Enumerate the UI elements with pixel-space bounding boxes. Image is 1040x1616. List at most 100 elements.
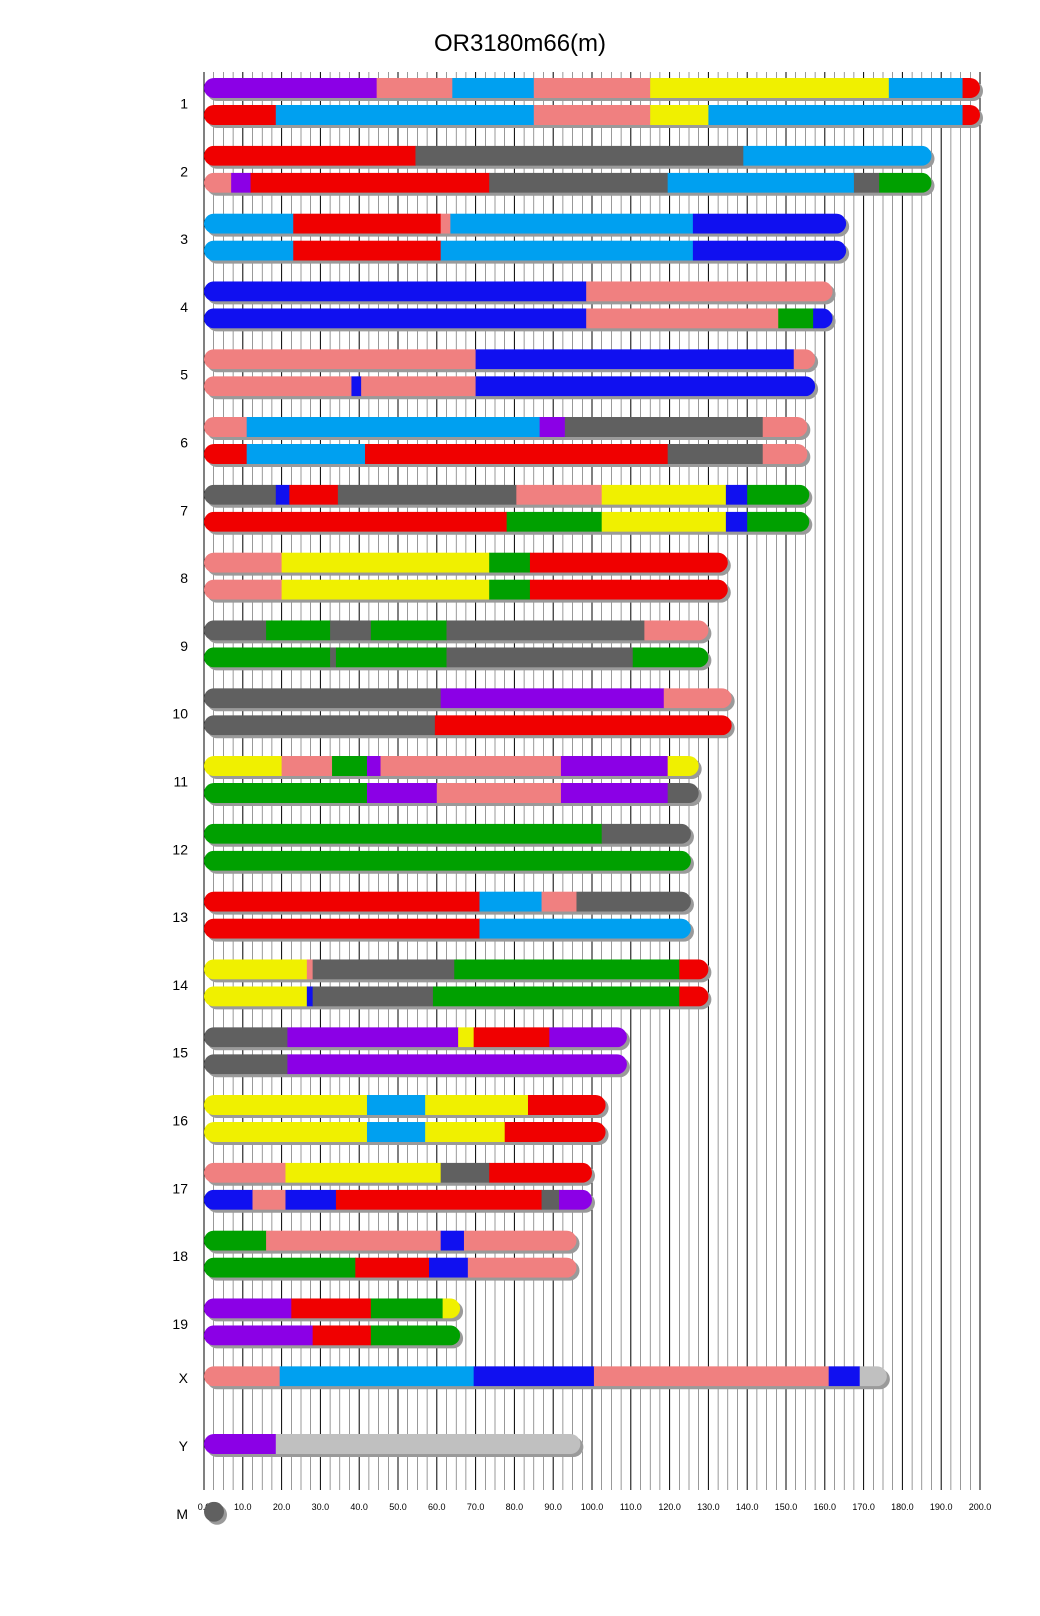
chromosome-segment	[204, 511, 508, 532]
chromosome-label: 11	[173, 774, 188, 790]
chromosome-segment	[533, 78, 651, 98]
chromosome-segment	[289, 484, 339, 505]
chromosome-segment	[293, 213, 442, 234]
chromosome-segment	[479, 891, 543, 912]
chromosome-segment	[312, 1325, 372, 1346]
chromosome-segment	[370, 620, 447, 641]
chromosome-segment	[204, 105, 277, 125]
chromosome-segment	[506, 511, 603, 532]
chart-title: OR3180m66(m)	[433, 30, 607, 57]
chromosome-segment	[504, 1122, 606, 1142]
chromosome-label: 19	[172, 1316, 188, 1332]
chromosome-segment	[330, 620, 372, 641]
chromosome-segment	[246, 444, 366, 464]
chromosome-segment	[204, 783, 368, 803]
chromosome-segment	[879, 172, 932, 193]
chromosome-segment	[743, 145, 932, 166]
chromosome-segment	[725, 511, 748, 532]
chromosome-5-haplotype-1	[204, 349, 816, 370]
chromosome-segment	[576, 891, 691, 912]
chromosome-segment	[650, 105, 709, 125]
chromosome-segment	[376, 78, 453, 98]
chromosome-segment	[473, 1366, 595, 1387]
x-axis: 0.0 10.0 20.0 30.0 40.0 50.0 60.0 70.0 80.0 90.0 1…	[198, 1502, 992, 1512]
x-tick-label: 40.0	[350, 1502, 368, 1512]
chromosome-2-haplotype-1	[204, 145, 932, 166]
x-tick-label: 140.0	[736, 1502, 759, 1512]
chromosome-segment	[204, 484, 277, 505]
chromosome-segment	[266, 1230, 442, 1251]
chromosome-12-haplotype-2	[204, 850, 691, 871]
chromosome-segment	[516, 484, 603, 505]
chromosome-segment	[204, 444, 248, 464]
chromosome-segment	[204, 688, 442, 709]
chromosome-segment	[527, 1095, 606, 1115]
chromosome-segment	[357, 376, 362, 397]
chromosome-segment	[679, 959, 709, 980]
chromosome-segment	[541, 1189, 560, 1210]
chromosome-4-haplotype-1	[204, 281, 833, 302]
chromosome-18-haplotype-2	[204, 1257, 577, 1278]
chromosome-segment	[440, 1162, 490, 1183]
chromosome-segment	[467, 1257, 577, 1278]
x-tick-label: 110.0	[620, 1502, 642, 1512]
chromosome-segment	[204, 715, 436, 736]
chromosome-segment	[275, 105, 535, 125]
chromosome-segment	[204, 552, 283, 573]
chromosome-segment	[285, 1189, 337, 1210]
chromosome-segment	[650, 78, 890, 98]
chromosome-segment	[529, 579, 728, 600]
x-tick-label: 120.0	[658, 1502, 681, 1512]
x-tick-label: 60.0	[428, 1502, 446, 1512]
chromosome-segment	[632, 647, 709, 668]
chromosome-segment	[370, 1325, 461, 1346]
chromosome-segment	[793, 349, 816, 370]
chromosome-14-haplotype-2	[204, 986, 709, 1007]
chromosome-segment	[450, 213, 694, 234]
chromosome-segment	[667, 172, 855, 193]
chromosome-label: 4	[180, 299, 188, 315]
chromosome-17-haplotype-2	[204, 1189, 592, 1210]
chromosome-segment	[425, 1095, 529, 1115]
x-tick-label: 150.0	[775, 1502, 798, 1512]
chromosome-segment	[204, 1366, 281, 1387]
chromosome-segment	[549, 1027, 627, 1048]
chromosome-segment	[204, 1162, 286, 1183]
chromosome-segment	[667, 783, 699, 803]
chromosome-segment	[559, 1189, 592, 1210]
x-tick-label: 130.0	[697, 1502, 720, 1512]
chromosome-segment	[667, 756, 699, 776]
chromosome-segment	[252, 1189, 286, 1210]
chromosome-segment	[231, 172, 252, 193]
grid-lines	[203, 72, 981, 1490]
chromosome-segment	[204, 959, 308, 980]
chromosome-segment	[692, 240, 847, 261]
chromosome-3-haplotype-2	[204, 240, 847, 261]
chromosome-label: 15	[172, 1045, 188, 1061]
x-tick-label: 180.0	[891, 1502, 914, 1512]
chromosome-segment	[440, 240, 694, 261]
chromosome-segment	[533, 105, 651, 125]
chromosome-16-haplotype-1	[204, 1095, 606, 1115]
chromosome-segment	[370, 1298, 444, 1319]
chromosome-segment	[204, 850, 691, 871]
chromosome-label: 9	[180, 638, 188, 654]
chromosome-segment	[365, 444, 669, 464]
chromosome-segment	[204, 1257, 356, 1278]
chromosome-segment	[560, 756, 669, 776]
chromosome-segment	[204, 756, 283, 776]
chromosome-segment	[246, 417, 541, 437]
chromosome-segment	[828, 1366, 861, 1387]
chromosome-16-haplotype-2	[204, 1122, 606, 1142]
chromosome-label: M	[176, 1506, 188, 1522]
chromosome-segment	[361, 376, 477, 397]
chromosome-segment	[204, 1189, 253, 1210]
chromosome-segment	[204, 376, 352, 397]
chromosome-13-haplotype-2	[204, 918, 691, 939]
chromosome-segment	[708, 105, 964, 125]
chromosome-segment	[380, 756, 562, 776]
x-tick-label: 30.0	[312, 1502, 330, 1512]
chromosome-segment	[434, 715, 732, 736]
